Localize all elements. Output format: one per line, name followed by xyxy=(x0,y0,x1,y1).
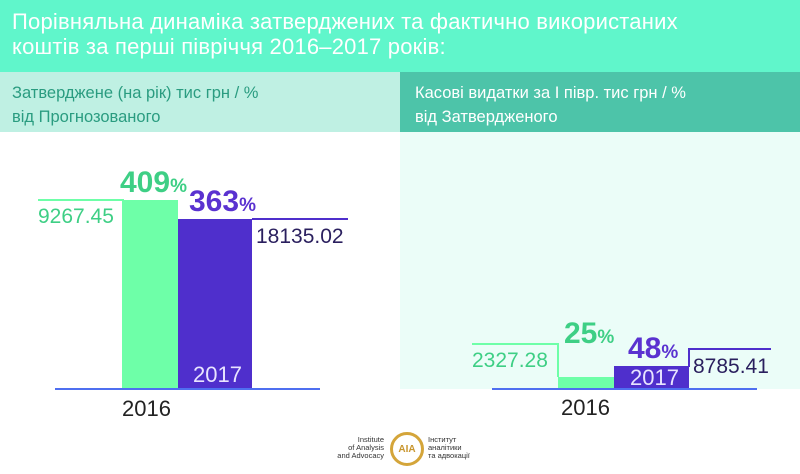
title-band: Порівняльна динаміка затверджених та фак… xyxy=(0,0,800,68)
left-2016-value-line xyxy=(38,199,124,201)
right-bar-2017-year: 2017 xyxy=(630,365,679,390)
right-2016-percent-value: 25 xyxy=(564,317,598,350)
left-bar-2016 xyxy=(122,200,178,389)
logo-text-ua: Інститут аналітики та адвокації xyxy=(428,436,498,460)
right-2016-value-connector xyxy=(557,343,559,377)
left-subtitle-line-2: від Прогнозованого xyxy=(12,108,161,126)
left-panel-header: Затверджене (на рік) тис грн / % від Про… xyxy=(0,68,400,132)
logo-ua-line-3: та адвокації xyxy=(428,451,470,460)
right-bar-2017 xyxy=(614,366,689,389)
logo-mark-icon: AIA xyxy=(390,432,424,466)
right-panel-subtitle: Касові видатки за І півр. тис грн / % ві… xyxy=(415,81,686,129)
right-2017-value-connector xyxy=(688,349,690,367)
right-subtitle-line-1: Касові видатки за І півр. тис грн / % xyxy=(415,84,686,102)
page-title: Порівняльна динаміка затверджених та фак… xyxy=(12,9,678,59)
right-2016-value: 2327.28 xyxy=(472,349,548,372)
left-2016-percent: 409% xyxy=(120,167,187,203)
logo-en-line-2: of Analysis xyxy=(348,443,384,452)
percent-sign: % xyxy=(661,342,679,363)
title-line-1: Порівняльна динаміка затверджених та фак… xyxy=(12,9,678,34)
right-2017-value-line xyxy=(688,348,771,350)
logo-en-line-3: and Advocacy xyxy=(337,451,384,460)
right-2016-value-line xyxy=(472,343,559,345)
percent-sign: % xyxy=(170,176,187,197)
right-year-2016: 2016 xyxy=(561,395,610,420)
left-year-2016: 2016 xyxy=(122,396,171,421)
left-bar-2017-year: 2017 xyxy=(193,362,242,387)
left-2017-percent-value: 363 xyxy=(189,185,240,218)
percent-sign: % xyxy=(239,195,256,216)
left-baseline xyxy=(55,388,320,390)
percent-sign: % xyxy=(597,327,615,348)
left-2017-percent: 363% xyxy=(189,186,256,222)
logo-en-line-1: Institute xyxy=(357,435,384,444)
left-bar-2017 xyxy=(178,219,252,389)
left-2017-value: 18135.02 xyxy=(256,225,344,248)
right-panel-header: Касові видатки за І півр. тис грн / % ві… xyxy=(400,68,800,132)
left-2016-value: 9267.45 xyxy=(38,205,114,228)
logo-text-en: Institute of Analysis and Advocacy xyxy=(324,436,384,460)
right-2017-percent-value: 48 xyxy=(628,332,662,365)
left-2017-value-line xyxy=(252,218,348,220)
right-chart-background xyxy=(400,132,800,389)
title-line-2: коштів за перші півріччя 2016–2017 років… xyxy=(12,34,446,59)
right-subtitle-line-2: від Затвердженого xyxy=(415,108,558,126)
right-2016-percent: 25% xyxy=(564,318,614,354)
left-2016-percent-value: 409 xyxy=(120,166,171,199)
right-2017-value: 8785.41 xyxy=(693,355,769,378)
left-panel-subtitle: Затверджене (на рік) тис грн / % від Про… xyxy=(12,81,258,129)
right-bar-2016 xyxy=(558,377,614,389)
right-2017-percent: 48% xyxy=(628,333,678,369)
right-baseline xyxy=(492,388,757,390)
logo-ua-line-2: аналітики xyxy=(428,443,462,452)
left-subtitle-line-1: Затверджене (на рік) тис грн / % xyxy=(12,84,259,102)
institute-logo: Institute of Analysis and Advocacy AIA І… xyxy=(330,430,490,470)
logo-ua-line-1: Інститут xyxy=(428,435,457,444)
logo-mark-text: AIA xyxy=(398,443,416,455)
